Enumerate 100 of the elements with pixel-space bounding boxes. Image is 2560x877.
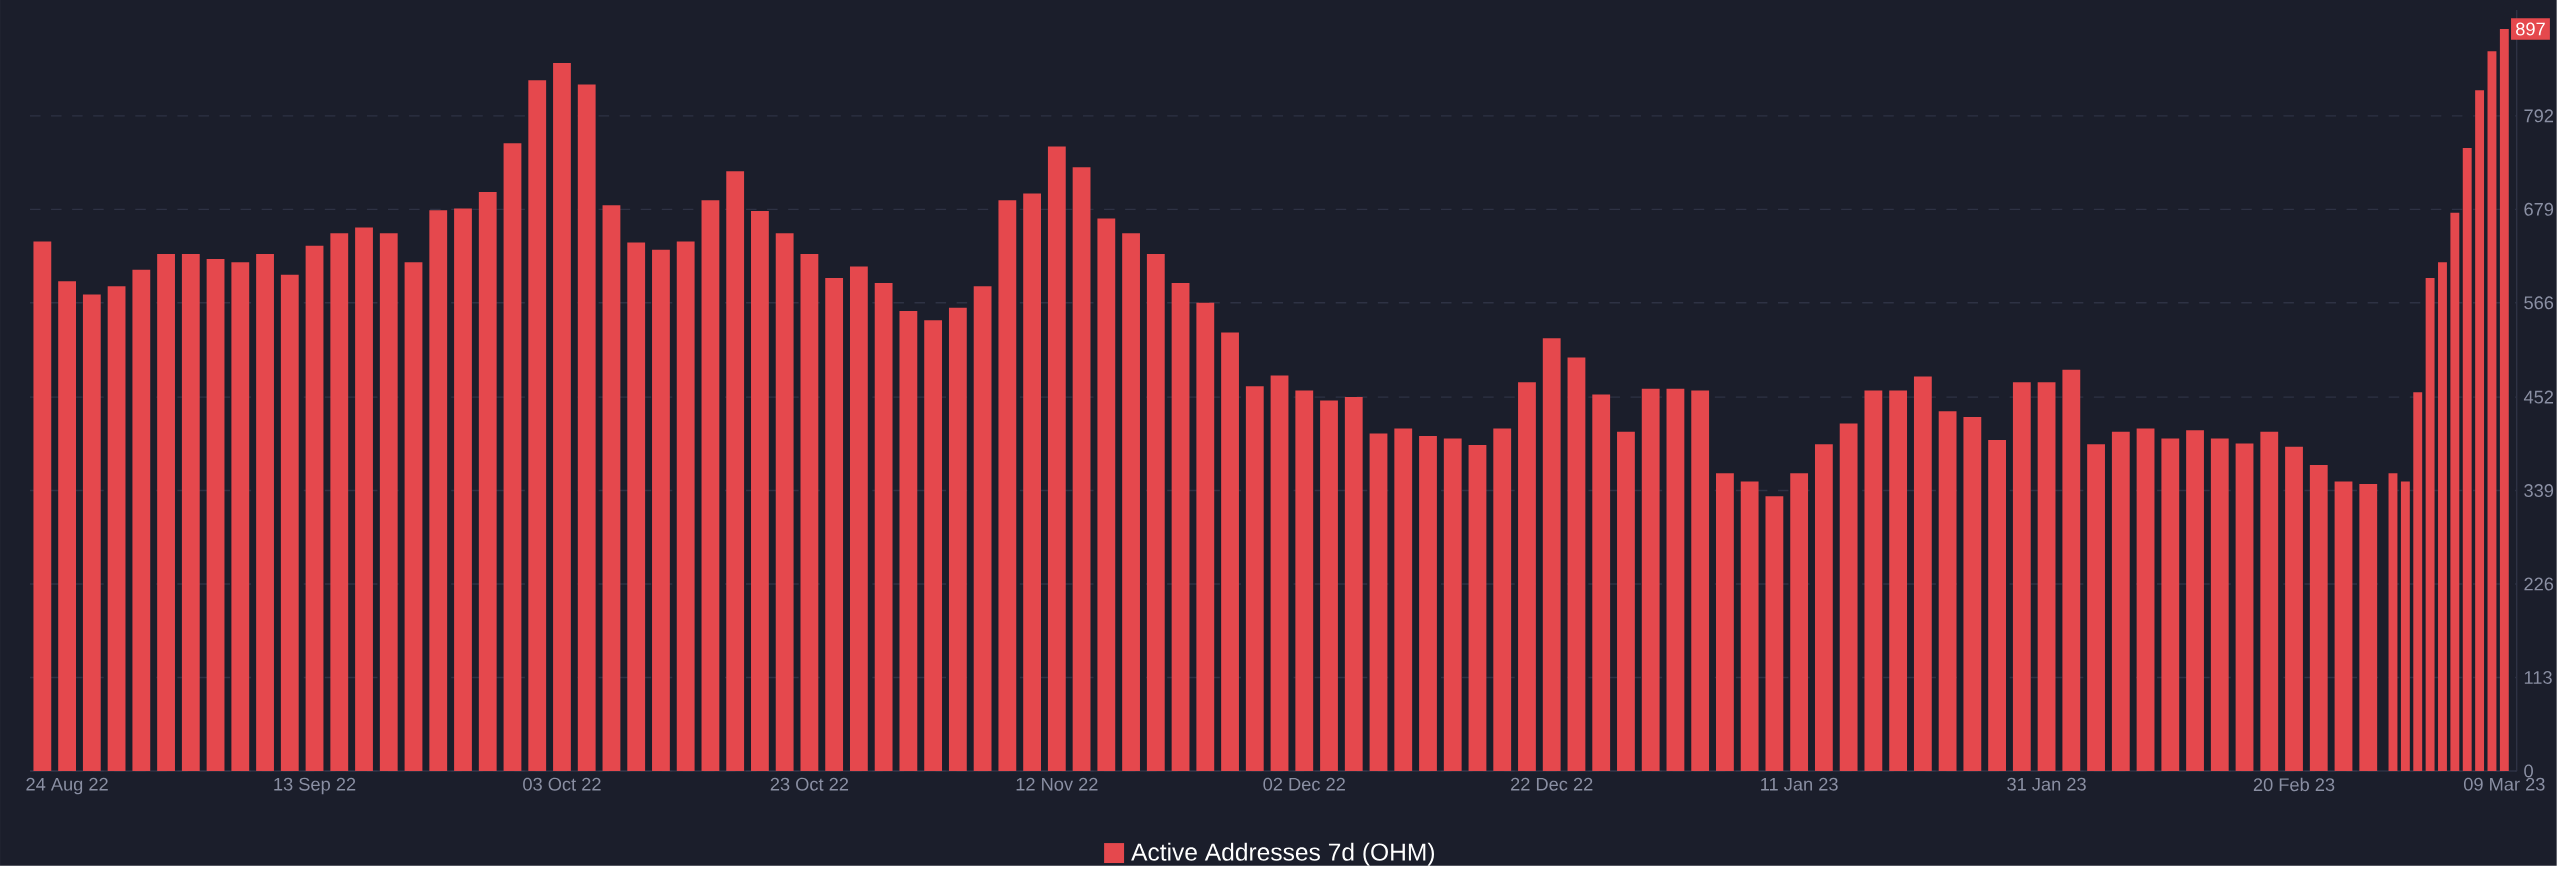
x-tick-label: 09 Mar 23 — [2463, 777, 2545, 791]
bar — [553, 62, 571, 771]
bar — [1047, 146, 1066, 771]
bar — [825, 277, 844, 771]
bar — [2285, 446, 2303, 771]
legend-label: Active Addresses 7d (OHM) — [1131, 842, 1434, 866]
y-tick-label: 113 — [2524, 670, 2552, 684]
bar — [1270, 375, 1289, 771]
x-tick-label: 03 Oct 22 — [523, 777, 601, 791]
bar — [652, 249, 670, 771]
bar — [627, 242, 646, 771]
bar — [2111, 431, 2130, 771]
bar — [1245, 386, 1264, 771]
x-tick-label: 22 Dec 22 — [1511, 777, 1593, 791]
bar — [1468, 444, 1487, 771]
bar — [2087, 444, 2105, 771]
x-tick-label: 23 Oct 22 — [770, 777, 849, 791]
bar — [1122, 233, 1140, 771]
y-tick-label: 226 — [2524, 577, 2554, 591]
bar — [1443, 438, 1462, 771]
bar — [998, 200, 1017, 771]
bar — [2186, 430, 2204, 771]
bar — [1963, 416, 1982, 771]
bar — [1716, 473, 1734, 771]
bar — [280, 274, 299, 771]
y-tick-label: 452 — [2523, 390, 2554, 404]
bar — [1419, 435, 1437, 771]
x-tick-label: 11 Jan 23 — [1761, 777, 1838, 791]
bar — [528, 80, 547, 771]
y-tick-label: 0 — [2524, 764, 2533, 778]
x-tick-label: 31 Jan 23 — [2007, 777, 2086, 791]
bar — [1913, 376, 1932, 771]
bar — [1196, 302, 1215, 771]
bar — [206, 258, 225, 771]
bar — [577, 84, 596, 771]
bar — [231, 262, 250, 771]
bar — [1765, 496, 1784, 771]
bar — [2062, 369, 2081, 771]
bar — [1394, 428, 1413, 771]
bar — [1518, 382, 1536, 771]
bar — [1889, 390, 1908, 771]
x-tick-label: 24 Aug 22 — [26, 777, 108, 795]
bar — [775, 233, 794, 771]
bar — [1839, 423, 1858, 771]
bar — [2037, 382, 2056, 771]
bar — [1814, 444, 1833, 771]
bar — [2309, 464, 2328, 771]
bar — [2235, 443, 2254, 771]
bar — [256, 253, 274, 771]
bar — [1344, 396, 1363, 771]
y-tick-label: 566 — [2524, 296, 2554, 310]
bar — [1369, 433, 1388, 771]
bar — [874, 282, 893, 771]
bar — [2210, 438, 2229, 771]
bar — [1592, 394, 1611, 771]
bar — [503, 142, 522, 771]
bar — [355, 227, 373, 771]
bar — [379, 233, 398, 771]
bar — [1864, 390, 1883, 771]
bar — [58, 281, 76, 771]
x-tick-label: 12 Nov 22 — [1016, 777, 1098, 791]
bar — [2136, 428, 2155, 771]
bar — [800, 253, 819, 771]
bar — [2334, 481, 2353, 771]
bar — [107, 286, 126, 771]
bar — [1171, 282, 1190, 771]
bar — [404, 262, 423, 771]
bar — [1567, 357, 1586, 771]
bar — [1146, 253, 1165, 771]
bar — [602, 205, 621, 771]
y-tick-label: 339 — [2524, 483, 2554, 497]
bar — [1988, 439, 2006, 771]
bar — [849, 266, 868, 771]
bar — [478, 191, 497, 771]
bar — [2260, 431, 2279, 771]
bar — [132, 269, 151, 771]
bar — [1938, 410, 1957, 771]
bar — [1641, 388, 1660, 771]
bar — [2161, 438, 2180, 771]
bar — [973, 286, 992, 771]
bar — [1542, 338, 1561, 771]
bar — [1666, 388, 1685, 771]
bar — [157, 253, 175, 771]
bar — [2359, 483, 2378, 771]
x-tick-label: 02 Dec 22 — [1263, 777, 1345, 791]
bar — [751, 210, 769, 771]
bar — [1295, 390, 1314, 771]
x-tick-label: 20 Feb 23 — [2253, 777, 2335, 791]
bar — [181, 253, 200, 771]
bar — [924, 320, 943, 771]
bar — [1320, 400, 1338, 771]
bar — [1493, 428, 1512, 771]
bar — [1221, 332, 1239, 771]
y-tick-label: 792 — [2524, 109, 2554, 123]
bar — [701, 200, 720, 771]
bar — [1617, 431, 1635, 771]
bar — [33, 241, 52, 771]
bar — [1023, 193, 1041, 771]
bar — [82, 294, 101, 771]
bar — [305, 245, 324, 771]
